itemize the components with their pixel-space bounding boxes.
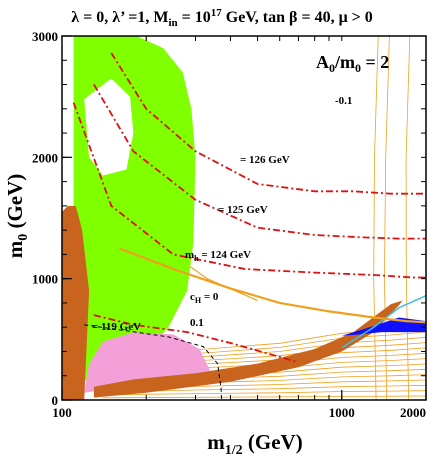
x-tick-label: 1000 bbox=[329, 405, 355, 420]
mh-label-text: = 124 GeV bbox=[199, 249, 251, 261]
x-tick-label: 100 bbox=[52, 405, 72, 420]
chart-title: λ = 0, λ’ =1, Min = 1017 GeV, tan β = 40… bbox=[71, 7, 373, 29]
region-brown-left bbox=[62, 205, 90, 400]
ch-contour-line bbox=[102, 395, 426, 399]
mh-contour-0 bbox=[110, 52, 426, 195]
ch-label-2: -0.1 bbox=[335, 95, 352, 107]
mh-contour-label-2: mh = 124 GeV bbox=[185, 249, 251, 263]
ch-contour-line bbox=[405, 36, 411, 400]
ch-contour-line bbox=[102, 384, 426, 393]
ch-label-sub: H bbox=[195, 296, 202, 305]
ch-zero-line bbox=[118, 247, 426, 324]
mh-label-sub: h bbox=[194, 254, 199, 263]
y-tick-label: 2000 bbox=[32, 150, 58, 165]
ch-contour-line bbox=[373, 36, 379, 400]
mh-contour-label-3: = 119 GeV bbox=[92, 321, 141, 333]
ch-contour-line bbox=[102, 390, 426, 396]
plot-clipped bbox=[62, 36, 426, 400]
ch-label-0: cH = 0 bbox=[190, 291, 219, 305]
y-tick-label: 0 bbox=[52, 393, 59, 408]
y-axis-label: m0 (GeV) bbox=[3, 174, 31, 259]
y-tick-label: 1000 bbox=[32, 272, 58, 287]
ch-label-1: 0.1 bbox=[190, 317, 204, 329]
dashed-boundary bbox=[84, 324, 223, 400]
plot-frame bbox=[61, 35, 427, 401]
region-brown-band bbox=[93, 300, 403, 398]
mh-contour-label-1: = 125 GeV bbox=[218, 204, 268, 216]
plot-area: = 126 GeV = 125 GeV mh = 124 GeV = 119 GeV c… bbox=[32, 29, 427, 420]
mh-label-prefix: m bbox=[185, 249, 194, 261]
mh-contour-2 bbox=[72, 102, 426, 279]
y-tick-label: 3000 bbox=[32, 29, 58, 44]
mh-contour-1 bbox=[93, 84, 426, 240]
ch-label-prefix: c bbox=[190, 291, 195, 303]
mh-contour-label-0: = 126 GeV bbox=[240, 154, 290, 166]
ch-label-text: = 0 bbox=[201, 291, 219, 303]
x-axis-label: m1/2 (GeV) bbox=[207, 430, 302, 458]
ch-contour-line bbox=[383, 36, 390, 400]
inset-label: A0/m0 = 2 bbox=[316, 52, 389, 75]
mh-contour-3 bbox=[93, 314, 299, 364]
region-green-hole bbox=[84, 78, 134, 176]
x-tick-label: 2000 bbox=[400, 405, 426, 420]
cyan-boundary bbox=[341, 295, 426, 349]
